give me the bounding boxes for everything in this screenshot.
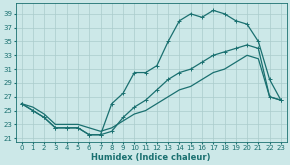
X-axis label: Humidex (Indice chaleur): Humidex (Indice chaleur) (91, 152, 211, 162)
